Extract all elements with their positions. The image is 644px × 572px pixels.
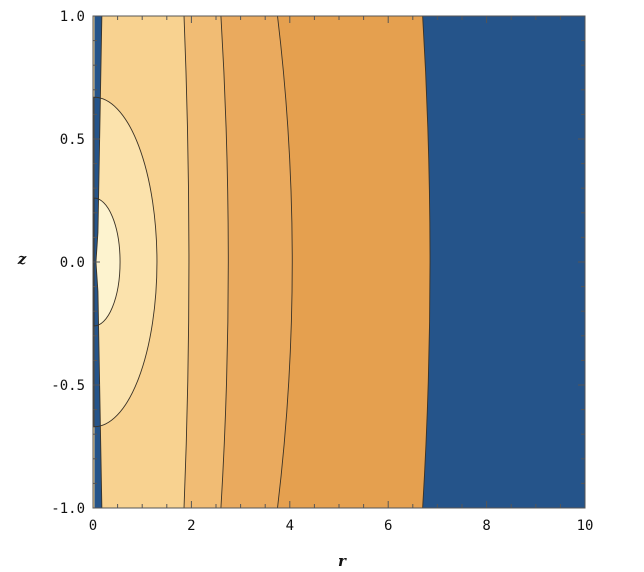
x-tick-label: 8 bbox=[482, 518, 490, 534]
contour-line-3 bbox=[183, 16, 190, 508]
x-tick-label: 6 bbox=[384, 518, 392, 534]
y-tick-label: -1.0 bbox=[51, 501, 85, 517]
y-tick-label: 0.5 bbox=[60, 132, 85, 148]
contour-line-6 bbox=[422, 16, 431, 508]
x-tick-label: 4 bbox=[286, 518, 294, 534]
x-tick-label: 0 bbox=[89, 518, 97, 534]
contour-line-2 bbox=[93, 96, 158, 428]
x-axis-label: r bbox=[338, 552, 347, 570]
x-tick-label: 10 bbox=[577, 518, 594, 534]
y-tick-label: -0.5 bbox=[51, 378, 85, 394]
contour-line-4 bbox=[220, 16, 229, 508]
x-tick-label: 2 bbox=[187, 518, 195, 534]
region-level-2 bbox=[93, 97, 157, 427]
contour-line-5 bbox=[277, 16, 293, 508]
axis-ticks bbox=[92, 15, 586, 509]
y-tick-label: 1.0 bbox=[60, 9, 85, 25]
region-level-1 bbox=[93, 198, 121, 326]
y-tick-label: 0.0 bbox=[60, 255, 85, 271]
contour-line-1 bbox=[93, 197, 121, 327]
plot-area bbox=[93, 16, 585, 508]
tick-labels: 0 2 4 6 8 10 1.0 0.5 0.0 -0.5 -1.0 bbox=[51, 9, 593, 534]
y-axis-label: z bbox=[17, 250, 27, 268]
